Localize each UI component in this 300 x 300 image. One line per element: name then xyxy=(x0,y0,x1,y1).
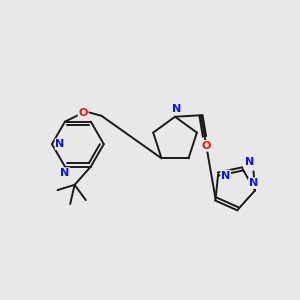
Text: N: N xyxy=(60,168,70,178)
Text: O: O xyxy=(79,108,88,118)
Text: N: N xyxy=(249,178,258,188)
Text: O: O xyxy=(201,141,211,151)
Text: N: N xyxy=(56,139,65,149)
Text: N: N xyxy=(221,171,230,181)
Text: N: N xyxy=(172,104,181,114)
Text: N: N xyxy=(245,158,255,167)
